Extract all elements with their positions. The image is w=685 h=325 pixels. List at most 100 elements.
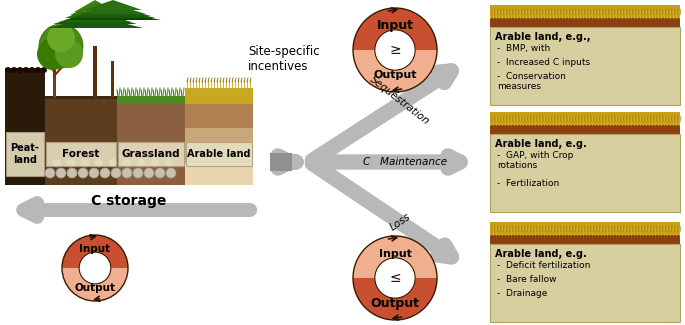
FancyBboxPatch shape <box>46 142 116 166</box>
Circle shape <box>11 67 17 73</box>
Circle shape <box>81 159 89 167</box>
Bar <box>490 134 680 212</box>
Polygon shape <box>62 268 128 301</box>
Circle shape <box>111 168 121 178</box>
Text: -  BMP, with: - BMP, with <box>497 44 550 53</box>
Polygon shape <box>75 6 151 16</box>
Bar <box>45 96 117 99</box>
Text: Arable land: Arable land <box>187 149 251 159</box>
Polygon shape <box>353 236 437 278</box>
Bar <box>490 18 680 27</box>
Text: -  Fertilization: - Fertilization <box>497 179 559 188</box>
Polygon shape <box>84 0 142 10</box>
Text: Sequestration: Sequestration <box>369 74 432 126</box>
Bar <box>93 46 97 98</box>
Text: Arable land, e.g.: Arable land, e.g. <box>495 249 587 259</box>
Circle shape <box>67 168 77 178</box>
Circle shape <box>89 168 99 178</box>
Polygon shape <box>65 10 161 20</box>
Bar <box>490 244 680 322</box>
Circle shape <box>375 30 415 70</box>
Bar <box>490 5 680 18</box>
Circle shape <box>37 38 69 70</box>
Polygon shape <box>353 50 437 92</box>
Text: -  GAP, with Crop
rotations: - GAP, with Crop rotations <box>497 151 573 170</box>
Bar <box>490 112 680 125</box>
Bar <box>185 103 253 128</box>
Circle shape <box>144 168 154 178</box>
Text: Arable land, e.g.,: Arable land, e.g., <box>495 32 590 42</box>
Circle shape <box>56 168 66 178</box>
Circle shape <box>375 258 415 298</box>
Text: Peat-
land: Peat- land <box>10 143 40 165</box>
Bar <box>185 163 253 185</box>
Circle shape <box>166 168 176 178</box>
Text: Forest: Forest <box>62 149 100 159</box>
Bar <box>185 128 253 163</box>
Bar <box>5 68 45 185</box>
Text: Output: Output <box>371 297 419 310</box>
Bar <box>490 222 680 235</box>
Text: Loss: Loss <box>388 211 412 233</box>
Bar <box>45 98 117 185</box>
Polygon shape <box>353 8 437 50</box>
Circle shape <box>55 40 83 68</box>
Text: ≥: ≥ <box>389 43 401 57</box>
Polygon shape <box>53 12 137 24</box>
Circle shape <box>67 159 75 167</box>
Circle shape <box>53 159 61 167</box>
Circle shape <box>151 159 159 167</box>
Circle shape <box>29 67 35 73</box>
Circle shape <box>47 24 75 52</box>
Circle shape <box>123 159 131 167</box>
Bar <box>270 153 292 159</box>
Polygon shape <box>59 10 131 22</box>
FancyBboxPatch shape <box>118 142 184 166</box>
FancyBboxPatch shape <box>186 142 252 166</box>
Polygon shape <box>80 4 146 14</box>
Text: ≤: ≤ <box>389 271 401 285</box>
Text: -  Conservation
measures: - Conservation measures <box>497 72 566 91</box>
Text: Input: Input <box>379 249 412 259</box>
Circle shape <box>100 168 110 178</box>
Polygon shape <box>65 6 125 18</box>
Text: Output: Output <box>373 70 416 80</box>
Polygon shape <box>47 16 143 28</box>
Bar <box>490 235 680 244</box>
Circle shape <box>137 159 145 167</box>
Circle shape <box>35 67 41 73</box>
Circle shape <box>109 159 117 167</box>
Bar <box>490 27 680 105</box>
Circle shape <box>133 168 143 178</box>
Circle shape <box>78 168 88 178</box>
Bar <box>117 96 185 104</box>
Circle shape <box>165 159 173 167</box>
Text: Input: Input <box>377 19 414 32</box>
Bar <box>185 88 253 104</box>
Bar <box>270 165 292 171</box>
Polygon shape <box>62 235 128 268</box>
Text: C storage: C storage <box>91 194 166 208</box>
Text: -  Bare fallow: - Bare fallow <box>497 275 556 284</box>
Circle shape <box>17 67 23 73</box>
Text: Output: Output <box>75 283 116 293</box>
Text: Input: Input <box>79 244 110 254</box>
Circle shape <box>155 168 165 178</box>
Text: -  Drainage: - Drainage <box>497 289 547 298</box>
Text: -  Deficit fertilization: - Deficit fertilization <box>497 261 590 270</box>
Text: Arable land, e.g.: Arable land, e.g. <box>495 139 587 149</box>
Circle shape <box>5 67 11 73</box>
Bar <box>111 61 114 98</box>
Text: C   Maintenance: C Maintenance <box>363 157 447 167</box>
Polygon shape <box>70 3 120 15</box>
FancyBboxPatch shape <box>6 132 44 176</box>
Circle shape <box>41 67 47 73</box>
Bar <box>270 159 292 165</box>
Text: Grassland: Grassland <box>122 149 180 159</box>
Bar <box>490 125 680 134</box>
Circle shape <box>79 252 111 284</box>
Polygon shape <box>353 278 437 320</box>
Circle shape <box>45 168 55 178</box>
Circle shape <box>23 67 29 73</box>
Text: Site-specific
incentives: Site-specific incentives <box>248 45 320 73</box>
